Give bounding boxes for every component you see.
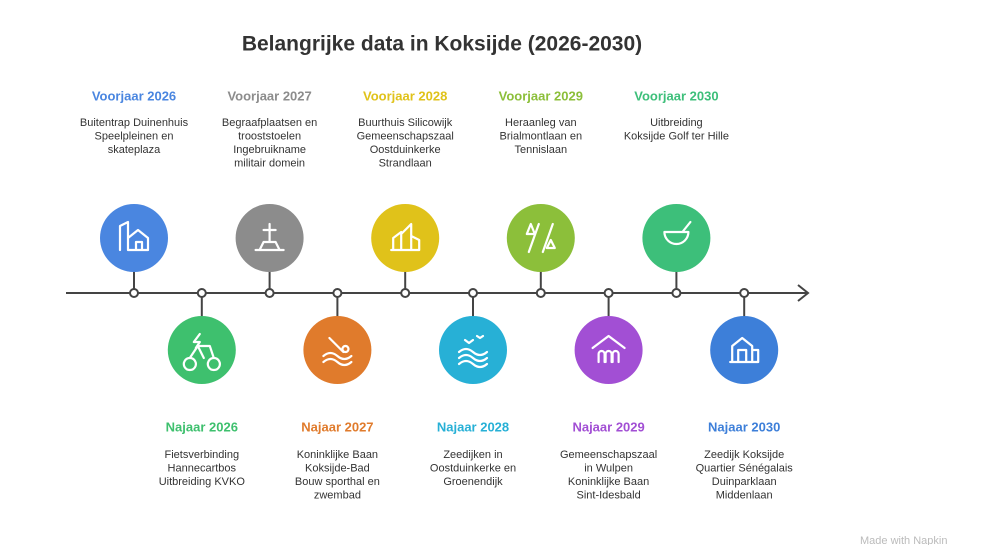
milestone-icon — [254, 222, 285, 252]
milestone-icon — [729, 336, 760, 364]
milestone-text: Groenendijk — [443, 476, 503, 488]
milestone-text: Strandlaan — [379, 157, 432, 169]
milestone-label: Voorjaar 2030 — [634, 88, 718, 103]
milestone-icon — [525, 222, 556, 254]
title: Belangrijke data in Koksijde (2026-2030) — [242, 33, 642, 56]
milestone-text: Bouw sporthal en — [295, 476, 380, 488]
milestone-text: Ingebruikname — [233, 144, 306, 156]
milestone-text: Koninklijke Baan — [568, 476, 649, 488]
timeline-dot — [129, 288, 139, 298]
milestone-text: Buurthuis Silicowijk — [358, 117, 453, 129]
timeline-dot — [603, 288, 614, 298]
milestone-text: in Wulpen — [584, 462, 633, 474]
milestone-text: Uitbreiding KVKO — [159, 476, 246, 488]
milestone-icon-circle — [506, 204, 575, 272]
milestone-text: Begraafplaatsen en — [222, 117, 317, 129]
milestone-text: Oostduinkerke — [370, 144, 441, 156]
milestone-text: Gemeenschapszaal — [357, 130, 454, 142]
milestone-icon-circle — [100, 204, 168, 272]
timeline-dot — [468, 288, 478, 298]
milestone-icon — [663, 220, 692, 246]
milestone-text: Brialmontlaan en — [500, 130, 583, 142]
milestone-icon-circle — [439, 316, 507, 384]
milestone-icon-circle — [371, 204, 440, 272]
milestone-label: Voorjaar 2029 — [499, 88, 583, 103]
milestone-label: Voorjaar 2026 — [92, 88, 176, 103]
milestone-text: Duinparklaan — [712, 476, 777, 488]
milestone-text: Quartier Sénégalais — [696, 462, 794, 474]
milestone-text: Fietsverbinding — [165, 449, 240, 461]
timeline-dot — [739, 288, 750, 298]
milestone-label: Najaar 2027 — [301, 419, 373, 434]
milestone-icon — [182, 332, 221, 372]
milestone-text: zwembad — [314, 489, 361, 501]
milestone-text: Hannecartbos — [168, 462, 237, 474]
milestone-text: Tennislaan — [515, 144, 568, 156]
milestone-text: Koninklijke Baan — [297, 449, 378, 461]
milestone-text: Uitbreiding — [650, 117, 703, 129]
milestone-text: Buitentrap Duinenhuis — [80, 117, 189, 129]
milestone-text: militair domein — [234, 157, 305, 169]
milestone-icon — [591, 334, 626, 364]
milestone-text: Zeedijken in — [443, 449, 502, 461]
milestone-label: Najaar 2030 — [708, 419, 780, 434]
milestone-label: Najaar 2026 — [166, 419, 238, 434]
timeline-dot — [671, 288, 682, 298]
milestone-text: Heraanleg van — [505, 117, 577, 129]
timeline-arrow — [797, 284, 810, 302]
milestone-icon-circle — [642, 204, 711, 272]
milestone-text: skateplaza — [108, 144, 161, 156]
milestone-text: Koksijde Golf ter Hille — [624, 130, 729, 142]
timeline-dot — [400, 288, 411, 298]
milestone-text: Speelpleinen en — [95, 130, 174, 142]
milestone-text: Gemeenschapszaal — [560, 449, 657, 461]
milestone-icon-circle — [167, 316, 236, 384]
milestone-label: Voorjaar 2027 — [227, 88, 311, 103]
timeline-dot — [535, 288, 546, 298]
milestone-icon-circle — [303, 316, 372, 384]
milestone-text: Koksijde-Bad — [305, 462, 370, 474]
milestone-icon — [118, 220, 150, 252]
timeline-dot — [264, 288, 275, 298]
milestone-label: Najaar 2029 — [572, 419, 644, 434]
milestone-icon — [457, 334, 489, 369]
milestone-label: Najaar 2028 — [437, 419, 509, 434]
milestone-text: trooststoelen — [238, 130, 301, 142]
milestone-label: Voorjaar 2028 — [363, 88, 447, 103]
timeline-dot — [196, 288, 207, 298]
milestone-icon — [390, 222, 421, 252]
watermark: Made with Napkin — [860, 535, 947, 545]
milestone-text: Oostduinkerke en — [430, 462, 516, 474]
milestone-text: Zeedijk Koksijde — [704, 449, 784, 461]
timeline-dot — [332, 288, 343, 298]
milestone-text: Middenlaan — [716, 489, 773, 501]
milestone-icon — [322, 336, 353, 367]
milestone-text: Sint-Idesbald — [576, 489, 640, 501]
